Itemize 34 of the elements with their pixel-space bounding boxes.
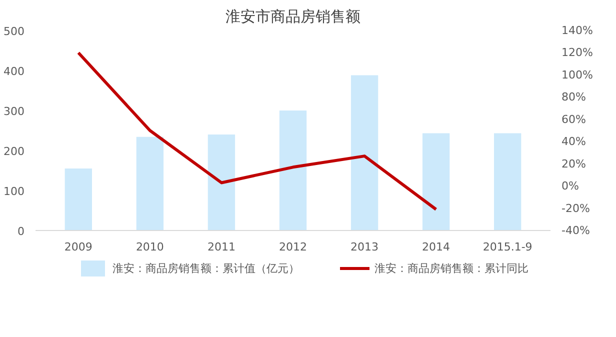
- x-tick-label: 2011: [207, 240, 236, 254]
- y2-tick-label: 60%: [562, 112, 586, 126]
- bar: [494, 133, 522, 230]
- y2-tick-label: 120%: [562, 46, 593, 60]
- y-tick-label: 0: [18, 225, 24, 238]
- y2-tick-label: -40%: [562, 224, 590, 237]
- x-tick-label: 2012: [279, 240, 308, 254]
- y2-tick-label: 0%: [562, 180, 579, 193]
- legend-label: 淮安：商品房销售额：累计同比: [374, 260, 528, 276]
- y-tick-label: 100: [4, 185, 25, 198]
- bar: [350, 75, 378, 230]
- x-tick-label: 2015.1-9: [482, 240, 532, 254]
- y2-tick-label: 80%: [562, 90, 586, 104]
- x-tick-label: 2010: [136, 240, 164, 254]
- bar: [279, 110, 307, 230]
- y2-tick-label: 100%: [562, 68, 593, 82]
- x-tick-label: 2013: [350, 240, 379, 254]
- y2-tick-label: 20%: [562, 157, 586, 170]
- y2-tick-label: -20%: [562, 202, 590, 215]
- y-tick-label: 300: [4, 105, 25, 118]
- line-series: [76, 51, 438, 211]
- bar: [208, 134, 236, 230]
- bar: [136, 136, 164, 230]
- x-tick-label: 2009: [64, 240, 92, 254]
- bar: [422, 133, 450, 230]
- y-tick-label: 400: [4, 65, 25, 78]
- y2-tick-label: 40%: [562, 135, 586, 148]
- y-tick-label: 200: [4, 145, 25, 158]
- bar: [64, 168, 92, 230]
- chart-title: 淮安市商品房销售额: [226, 8, 360, 26]
- legend-label: 淮安：商品房销售额：累计值（亿元）: [112, 260, 300, 276]
- x-tick-label: 2014: [422, 240, 450, 254]
- y2-tick-label: 140%: [562, 24, 593, 37]
- y-tick-label: 500: [4, 25, 25, 38]
